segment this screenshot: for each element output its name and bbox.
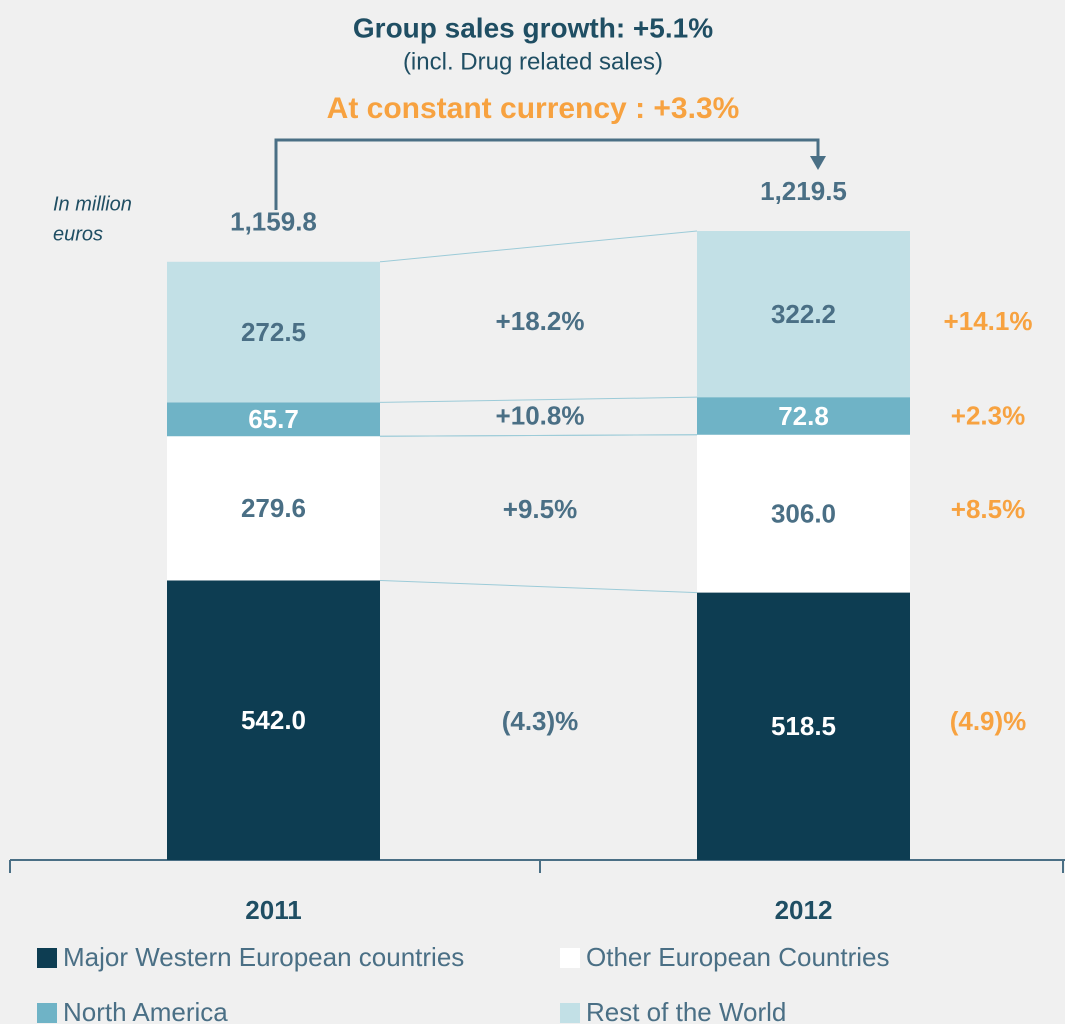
total-label: 1,159.8 [230,207,317,237]
legend-label: Major Western European countries [63,942,464,972]
growth-cc-label: (4.9)% [950,706,1027,736]
value-label: 272.5 [241,317,306,347]
growth-label: (4.3)% [502,706,579,736]
value-label: 542.0 [241,705,306,735]
connector [379,434,698,437]
value-label: 65.7 [248,404,299,434]
connector [379,230,698,263]
value-label: 72.8 [778,401,829,431]
legend-swatch [37,1003,57,1023]
x-tick-label: 2011 [245,895,301,925]
bar-segment [167,436,380,581]
growth-label: +18.2% [496,306,585,336]
legend-swatch [37,948,57,968]
legend-label: Other European Countries [586,942,890,972]
x-axis [9,859,1065,873]
connector [379,396,698,403]
value-label: 279.6 [241,493,306,523]
legend-label: North America [63,997,228,1024]
legend-swatch [560,1003,580,1023]
growth-cc-label: +2.3% [951,400,1025,430]
growth-cc-label: +14.1% [944,306,1033,336]
arrow-head [810,156,826,170]
bar-segment [697,397,910,435]
chart-subtitle: (incl. Drug related sales) [403,48,663,75]
value-label: 306.0 [771,499,836,529]
x-tick-label: 2012 [775,895,833,925]
growth-cc-label: +8.5% [951,494,1025,524]
bar-segment [167,261,380,403]
growth-label: +10.8% [496,400,585,430]
bar-segment [697,434,910,593]
unit-label: euros [53,223,103,245]
value-label: 518.5 [771,711,836,741]
unit-label: In million [53,193,132,215]
bar-segment [697,592,910,860]
legend-label: Rest of the World [586,997,786,1024]
legend-swatch [560,948,580,968]
bar-segment [167,580,380,860]
bar-segment [697,231,910,398]
total-label: 1,219.5 [760,176,847,206]
chart-title: Group sales growth: +5.1% [353,12,713,43]
connector [379,579,698,594]
value-label: 322.2 [771,299,836,329]
highlight: At constant currency : +3.3% [327,92,740,125]
growth-bracket [274,138,820,210]
bar-segment [167,402,380,437]
growth-label: +9.5% [503,494,577,524]
